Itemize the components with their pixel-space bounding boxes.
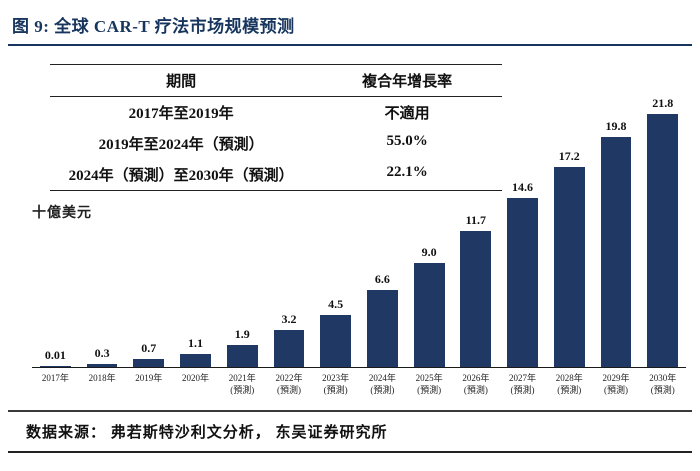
cagr-table-row: 2024年（預測）至2030年（預測） 22.1% [50,159,502,190]
bar [553,167,585,367]
bar-slot: 21.8 [639,96,686,367]
bar-slot: 9.0 [406,245,453,367]
bar-value-label: 1.1 [188,336,204,350]
bar-value-label: 0.3 [94,346,110,360]
x-axis-tick-label: 2026年 (預測) [462,373,490,396]
table-header-cagr: 複合年增長率 [362,74,453,90]
title-divider [8,44,692,46]
bar [39,366,71,367]
bar-value-label: 3.2 [281,312,297,326]
bar-value-label: 19.8 [605,119,627,133]
table-header-period: 期間 [166,74,197,90]
bar [413,263,445,367]
x-axis-tick-label: 2024年 (預測) [368,373,396,396]
bar-value-label: 11.7 [465,213,486,227]
table-cell-cagr: 22.1% [386,164,428,180]
figure-footer: 数据来源： 弗若斯特沙利文分析， 东吴证券研究所 [8,410,692,454]
bar-value-label: 0.01 [44,348,66,362]
bar-value-label: 14.6 [512,180,534,194]
bar-value-label: 17.2 [558,149,580,163]
table-cell-cagr: 55.0% [386,133,428,149]
x-axis-labels: 2017年 2018年 2019年 2020年 2021年 (預測) 2022年 (預測) 20… [32,372,686,396]
bar [133,359,165,367]
x-axis-tick-label: 2025年 (預測) [415,373,443,396]
x-axis-tick-label: 2029年 (預測) [602,373,630,396]
bar-slot: 1.1 [172,336,219,367]
table-cell-period: 2019年至2024年（預測） [98,137,264,153]
footer-divider-top [8,410,692,412]
bar-value-label: 4.5 [328,297,344,311]
bar-slot: 11.7 [452,213,499,367]
bar-value-label: 21.8 [652,96,674,110]
bar-value-label: 0.7 [141,341,157,355]
x-axis-tick-label: 2028年 (預測) [555,373,583,396]
bar [86,364,118,367]
bar [600,137,632,367]
y-axis-unit-label: 十億美元 [32,206,92,221]
bar [180,354,211,367]
x-axis-tick-label: 2022年 (預測) [275,373,303,396]
bar [366,290,398,367]
cagr-table-row: 2019年至2024年（預測） 55.0% [50,128,502,159]
x-axis-tick-label: 2027年 (預測) [509,373,537,396]
data-source: 数据来源： 弗若斯特沙利文分析， 东吴证券研究所 [26,424,388,441]
bar-slot: 0.7 [125,341,172,367]
x-axis-tick-label: 2017年 [41,373,69,383]
bar-slot: 14.6 [499,180,546,367]
bar [226,345,258,367]
x-axis-tick-label: 2019年 [135,373,163,383]
footer-divider-bottom [8,450,692,454]
bar-slot: 0.3 [79,346,126,367]
bar-slot: 3.2 [266,312,313,367]
bar [647,114,679,367]
cagr-table-header-row: 期間 複合年增長率 [50,65,502,97]
bar [320,315,352,367]
bar-slot: 17.2 [546,149,593,367]
plot-area: 0.01 0.3 0.7 1.1 1.9 3.2 4.5 6.6 9.0 11.7 14.6 17.2… [32,60,686,368]
x-axis-tick-label: 2020年 [182,373,210,383]
figure-title: 图 9: 全球 CAR-T 疗法市场规模预测 [12,17,295,36]
x-axis-tick-label: 2030年 (預測) [649,373,677,396]
bar [460,231,492,367]
bar-value-label: 1.9 [234,327,250,341]
x-axis-tick-label: 2023年 (預測) [322,373,350,396]
bar-value-label: 9.0 [421,245,437,259]
bar-slot: 0.01 [32,348,79,367]
table-cell-period: 2017年至2019年 [128,106,234,122]
bar-slot: 19.8 [593,119,640,367]
cagr-table-row: 2017年至2019年 不適用 [50,97,502,128]
bar-value-label: 6.6 [374,272,390,286]
bar-slot: 6.6 [359,272,406,367]
bar [507,198,538,367]
table-cell-cagr: 不適用 [384,106,430,122]
x-axis-tick-label: 2018年 [88,373,116,383]
bar [273,330,305,367]
cagr-table: 期間 複合年增長率 2017年至2019年 不適用 2019年至2024年（預測… [50,64,502,191]
bar-chart: 0.01 0.3 0.7 1.1 1.9 3.2 4.5 6.6 9.0 11.7 14.6 17.2… [32,60,686,396]
x-axis-tick-label: 2021年 (預測) [228,373,256,396]
table-cell-period: 2024年（預測）至2030年（預測） [68,168,294,184]
figure-header: 图 9: 全球 CAR-T 疗法市场规模预测 [6,10,694,44]
bar-slot: 4.5 [312,297,359,367]
bar-slot: 1.9 [219,327,266,367]
